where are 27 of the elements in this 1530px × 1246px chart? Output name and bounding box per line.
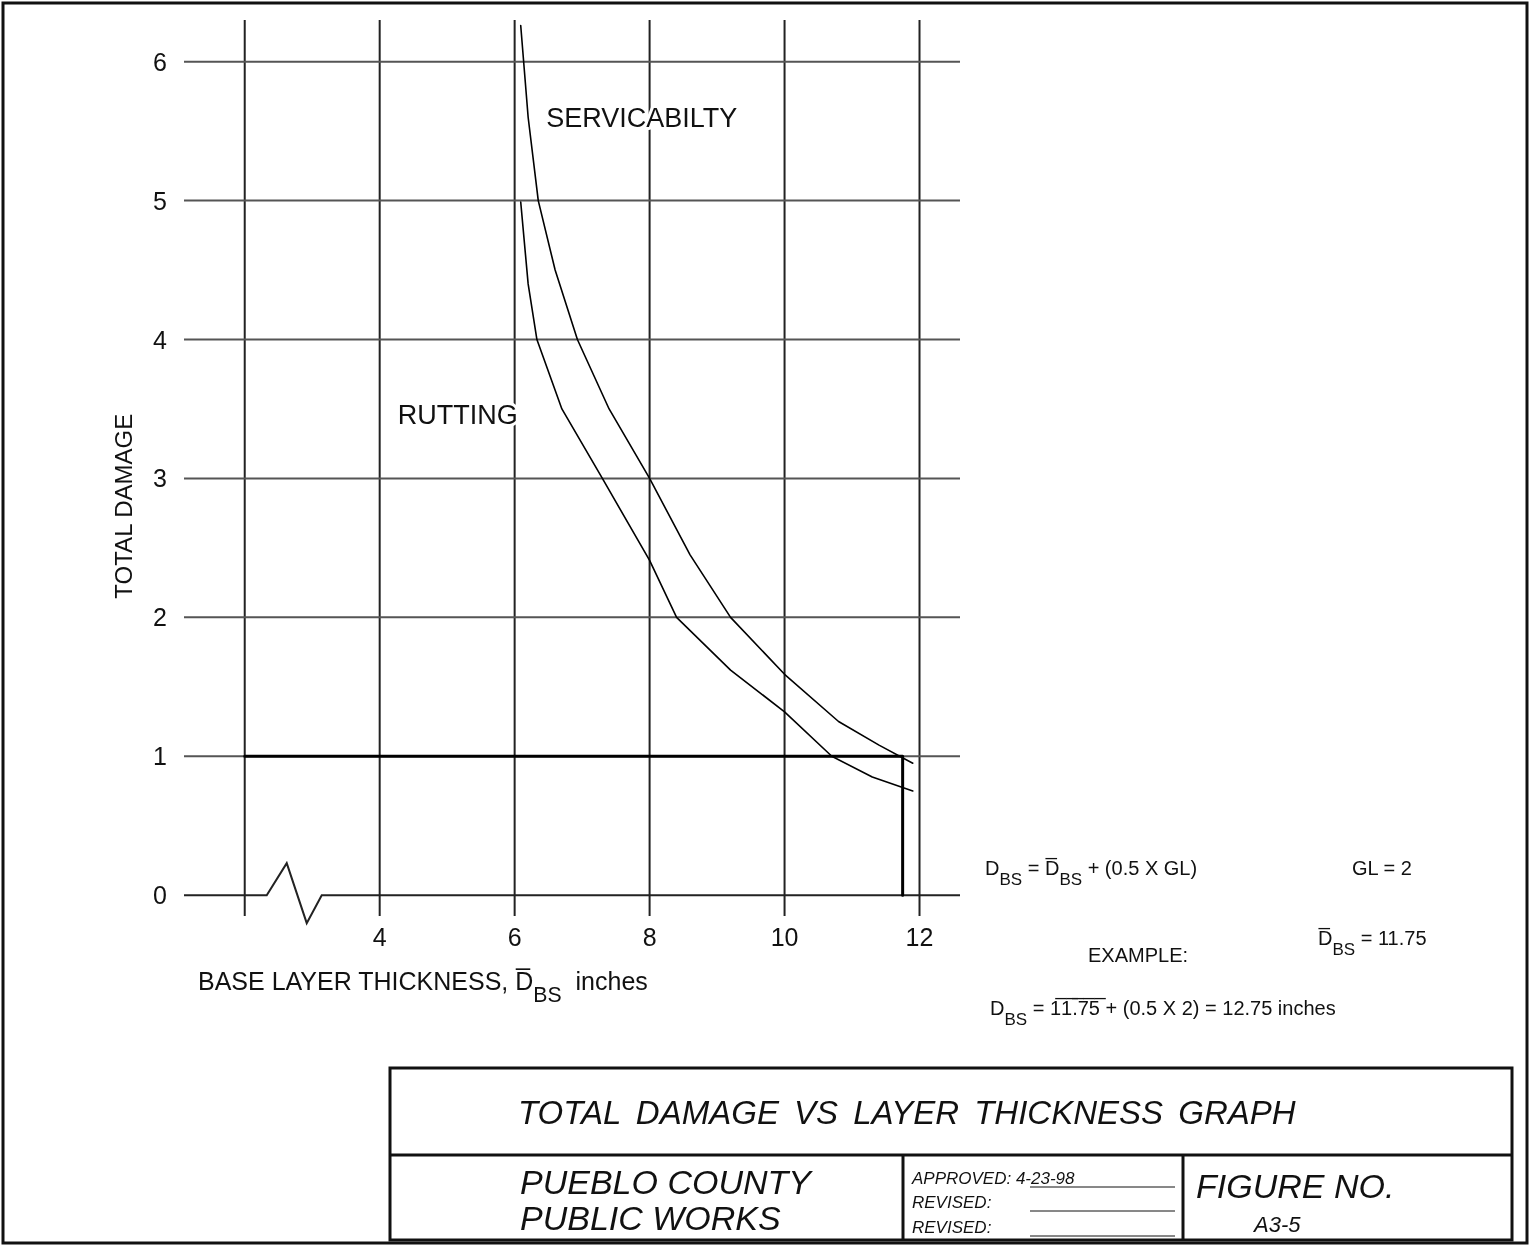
x-tick-label: 12 [905,923,934,951]
y-tick-label: 5 [153,186,167,215]
text: PUEBLO COUNTY [520,1163,814,1201]
y-tick-label: 0 [153,881,167,910]
y-tick-label: 1 [153,742,167,771]
y-tick-label: 4 [153,325,168,354]
x-tick-label: 6 [507,923,522,951]
text: D$_{BS}$ = 1̅1̅.̅7̅5̅ + (0.5 X 2) = 12.75 inches [990,997,1336,1029]
x-tick-label: 4 [372,923,387,951]
text: REVISED: [912,1218,992,1237]
x-axis-title: BASE LAYER THICKNESS, D̅$_{BS}$ inches [198,967,648,1007]
text: PUBLIC WORKS [520,1199,782,1237]
text: REVISED: [912,1193,992,1212]
x-tick-label: 10 [770,923,799,951]
text: GL = 2 [1352,857,1412,879]
text: TOTAL DAMAGE VS LAYER THICKNESS GRAPH [518,1094,1296,1131]
y-tick-label: 2 [153,603,167,632]
text: D̅$_{BS}$ = 11.75 [1318,927,1427,959]
text: APPROVED: 4-23-98 [911,1169,1076,1188]
y-tick-label: 6 [153,47,167,76]
text: EXAMPLE: [1088,944,1189,966]
text: A3-5 [1252,1212,1302,1237]
x-tick-label: 8 [642,923,657,951]
y-axis-title: TOTAL DAMAGE [110,413,137,599]
text: D$_{BS}$ = D̅$_{BS}$ + (0.5 X GL) [985,857,1198,889]
text: FIGURE NO. [1196,1167,1395,1205]
y-tick-label: 3 [153,464,167,493]
